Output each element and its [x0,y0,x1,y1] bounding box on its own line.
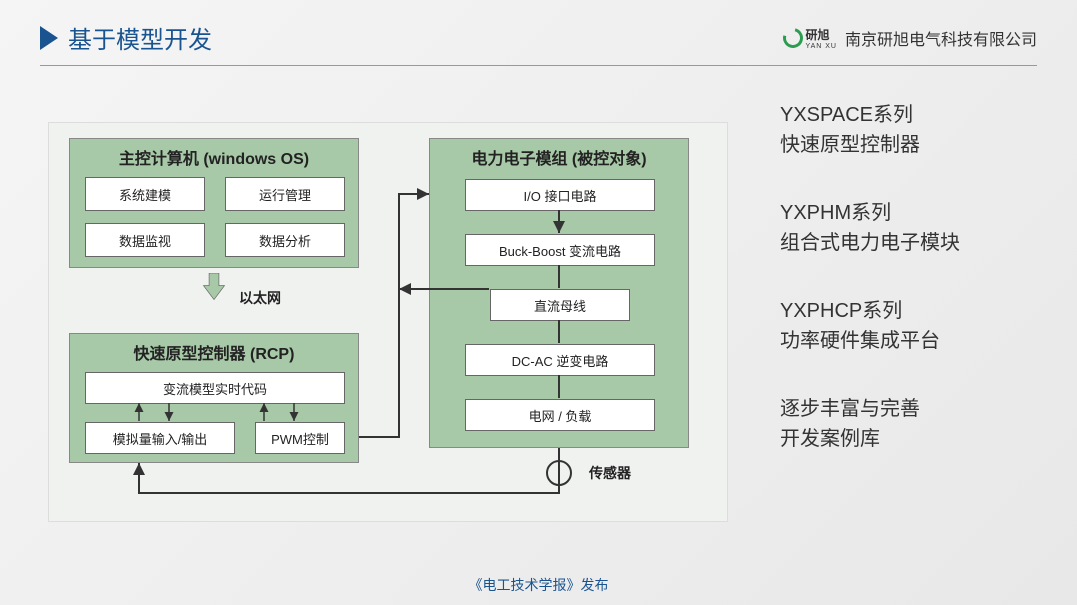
host-title: 主控计算机 (windows OS) [70,139,358,173]
footer-text: 《电工技术学报》发布 [0,575,1077,595]
sensor-icon [539,453,579,493]
g1-line2: 快速原型控制器 [780,130,1040,160]
rcp-box-bl: 模拟量输入/输出 [85,422,235,454]
g4-line2: 开发案例库 [780,424,1040,454]
host-box-2: 数据监视 [85,223,205,257]
title-arrow-icon [40,26,58,50]
g2-line2: 组合式电力电子模块 [780,228,1040,258]
ethernet-arrow-icon [199,273,229,301]
power-box-2: 直流母线 [490,289,630,321]
host-box-1: 运行管理 [225,177,345,211]
host-box-0: 系统建模 [85,177,205,211]
power-box-4: 电网 / 负载 [465,399,655,431]
rcp-box-top: 变流模型实时代码 [85,372,345,404]
rcp-title: 快速原型控制器 (RCP) [70,334,358,368]
g2-line1: YXPHM系列 [780,198,1040,228]
g3-line1: YXPHCP系列 [780,296,1040,326]
logo-icon: 研旭 YAN XU [783,26,837,50]
product-group-2: YXPHM系列 组合式电力电子模块 [780,198,1040,258]
power-module: 电力电子模组 (被控对象) I/O 接口电路 Buck-Boost 变流电路 直… [429,138,689,448]
product-group-3: YXPHCP系列 功率硬件集成平台 [780,296,1040,356]
slide-title: 基于模型开发 [68,20,212,55]
right-text-panel: YXSPACE系列 快速原型控制器 YXPHM系列 组合式电力电子模块 YXPH… [780,100,1040,492]
power-box-1: Buck-Boost 变流电路 [465,234,655,266]
company-name: 南京研旭电气科技有限公司 [845,26,1037,50]
title-group: 基于模型开发 [40,20,212,55]
host-box-3: 数据分析 [225,223,345,257]
slide-header: 基于模型开发 研旭 YAN XU 南京研旭电气科技有限公司 [40,20,1037,66]
sensor-label: 传感器 [589,463,631,483]
g4-line1: 逐步丰富与完善 [780,394,1040,424]
product-group-1: YXSPACE系列 快速原型控制器 [780,100,1040,160]
power-box-3: DC-AC 逆变电路 [465,344,655,376]
rcp-module: 快速原型控制器 (RCP) 变流模型实时代码 模拟量输入/输出 PWM控制 [69,333,359,463]
power-box-0: I/O 接口电路 [465,179,655,211]
company-group: 研旭 YAN XU 南京研旭电气科技有限公司 [783,26,1037,50]
power-title: 电力电子模组 (被控对象) [430,139,688,173]
g1-line1: YXSPACE系列 [780,100,1040,130]
host-module: 主控计算机 (windows OS) 系统建模 运行管理 数据监视 数据分析 [69,138,359,268]
ethernet-label: 以太网 [239,288,281,308]
logo-text: 研旭 [805,26,837,43]
system-diagram: 主控计算机 (windows OS) 系统建模 运行管理 数据监视 数据分析 以… [48,122,728,522]
logo-subtext: YAN XU [805,43,837,50]
g3-line2: 功率硬件集成平台 [780,326,1040,356]
product-group-4: 逐步丰富与完善 开发案例库 [780,394,1040,454]
rcp-box-br: PWM控制 [255,422,345,454]
